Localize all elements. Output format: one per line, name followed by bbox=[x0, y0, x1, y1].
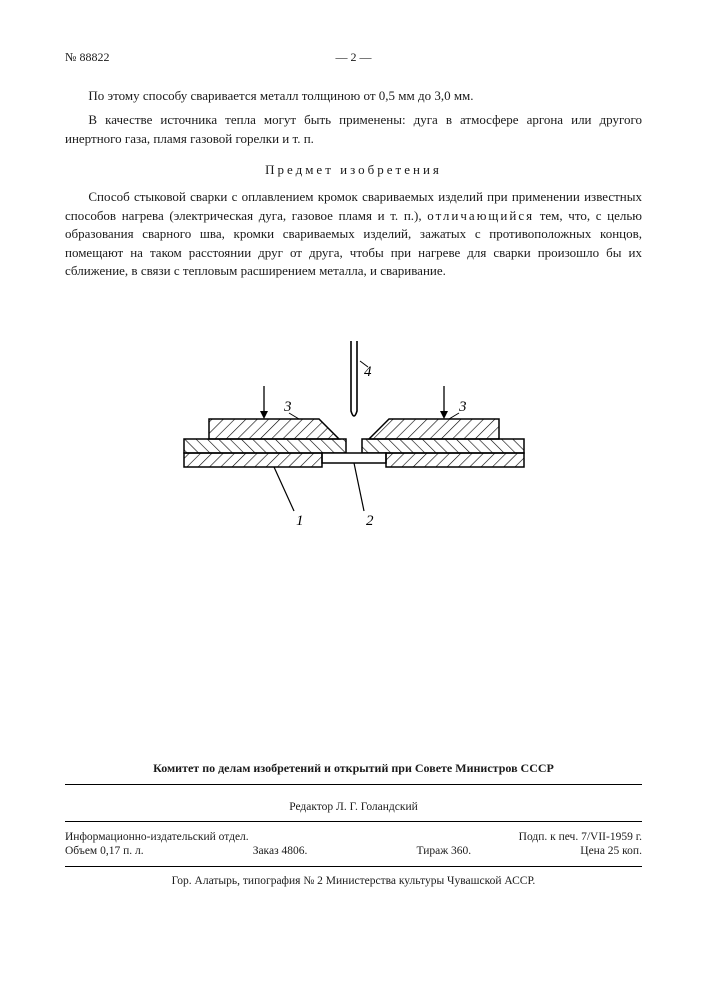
meta-table: Информационно-издательский отдел. Подп. … bbox=[65, 830, 642, 858]
diagram-svg: 1 2 3 3 4 bbox=[154, 341, 554, 551]
editor-line: Редактор Л. Г. Голандский bbox=[65, 801, 642, 813]
label-3b: 3 bbox=[458, 399, 467, 415]
printer-line: Гор. Алатырь, типография № 2 Министерств… bbox=[65, 875, 642, 887]
paragraph-1: По этому способу сваривается металл толщ… bbox=[65, 87, 642, 105]
diagram: 1 2 3 3 4 bbox=[65, 341, 642, 551]
label-3a: 3 bbox=[283, 399, 292, 415]
committee-line: Комитет по делам изобретений и открытий … bbox=[65, 761, 642, 776]
page-header: № 88822 — 2 — № 88822 bbox=[65, 50, 642, 65]
meta-price: Цена 25 коп. bbox=[580, 845, 642, 857]
page: № 88822 — 2 — № 88822 По этому способу с… bbox=[0, 0, 707, 1000]
meta-row-1: Информационно-издательский отдел. Подп. … bbox=[65, 830, 642, 844]
rule-1 bbox=[65, 784, 642, 785]
meta-row-2: Объем 0,17 п. л. Заказ 4806. Тираж 360. … bbox=[65, 844, 642, 858]
p3-spaced: отличающийся bbox=[427, 208, 534, 223]
paragraph-2: В качестве источника тепла могут быть пр… bbox=[65, 111, 642, 148]
doc-number: № 88822 bbox=[65, 50, 109, 65]
section-title: Предмет изобретения bbox=[65, 162, 642, 178]
meta-volume: Объем 0,17 п. л. bbox=[65, 845, 144, 857]
rule-3 bbox=[65, 866, 642, 867]
paragraph-3: Способ стыковой сварки с оплавлением кро… bbox=[65, 188, 642, 280]
rule-2 bbox=[65, 821, 642, 822]
meta-order: Заказ 4806. bbox=[253, 845, 308, 857]
meta-date: Подп. к печ. 7/VII-1959 г. bbox=[519, 831, 642, 843]
label-1: 1 bbox=[296, 513, 304, 529]
meta-dept: Информационно-издательский отдел. bbox=[65, 831, 249, 843]
meta-tirage: Тираж 360. bbox=[416, 845, 471, 857]
label-2: 2 bbox=[366, 513, 374, 529]
page-number: — 2 — bbox=[336, 50, 372, 65]
